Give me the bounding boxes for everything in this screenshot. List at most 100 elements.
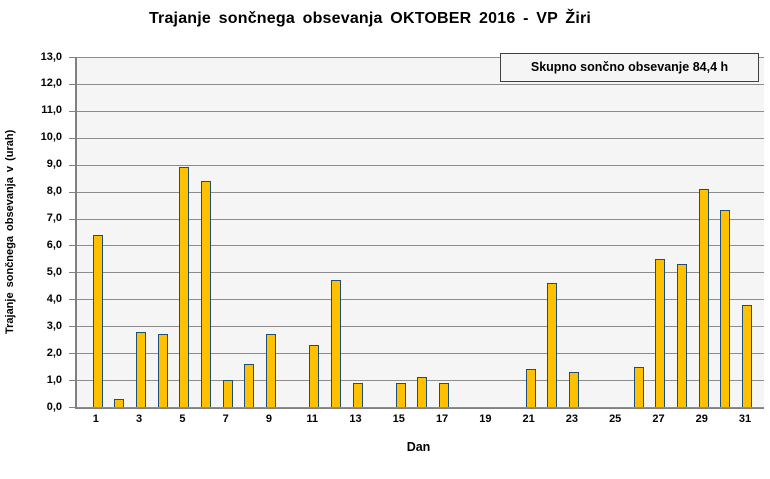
x-tick-label: 7 — [222, 413, 229, 425]
gridline — [77, 299, 764, 301]
gridline — [77, 245, 764, 247]
bar-day-2 — [114, 398, 125, 407]
x-tick-label: 23 — [565, 413, 579, 425]
y-tick-mark — [69, 218, 75, 220]
bar-day-11 — [309, 345, 320, 407]
bar-slot-day-11 — [303, 57, 325, 407]
y-tick-mark — [69, 83, 75, 85]
gridline — [77, 137, 764, 139]
y-tick-label: 3,0 — [46, 319, 62, 332]
gridline — [77, 110, 764, 112]
gridline — [77, 164, 764, 166]
bar-day-1 — [92, 234, 103, 407]
x-tick-label — [323, 413, 345, 429]
x-tick-label: 31 — [738, 413, 752, 425]
bar-slot-day-20 — [498, 57, 520, 407]
x-tick-label — [366, 413, 388, 429]
y-tick-label: 11,0 — [41, 104, 62, 117]
x-tick-label — [583, 413, 605, 429]
x-tick-label — [280, 413, 302, 429]
x-tick-label: 5 — [179, 413, 186, 425]
bar-slot-day-29 — [693, 57, 715, 407]
bar-slot-day-9 — [260, 57, 282, 407]
gridline — [77, 218, 764, 220]
bar-slot-day-3 — [130, 57, 152, 407]
bar-slot-day-18 — [455, 57, 477, 407]
y-tick-mark — [69, 380, 75, 382]
x-tick-label — [496, 413, 518, 429]
bar-day-8 — [244, 363, 255, 407]
gridline — [77, 57, 764, 58]
y-tick-mark — [69, 57, 75, 58]
y-tick-mark — [69, 272, 75, 274]
total-annotation: Skupno sončno obsevanje 84,4 h — [500, 53, 759, 82]
y-tick-mark — [69, 164, 75, 166]
plot-area: Skupno sončno obsevanje 84,4 h — [75, 53, 764, 409]
y-tick-label: 1,0 — [46, 373, 62, 386]
y-tick-mark — [69, 407, 75, 408]
y-tick-mark — [69, 137, 75, 139]
bar-day-23 — [568, 372, 579, 407]
bar-day-5 — [179, 167, 190, 407]
bar-day-9 — [265, 334, 276, 407]
x-tick-label — [193, 413, 215, 429]
x-tick-label — [236, 413, 258, 429]
bar-slot-day-28 — [671, 57, 693, 407]
bar-day-15 — [395, 382, 406, 407]
gridline — [77, 272, 764, 274]
bar-slot-day-1 — [87, 57, 109, 407]
y-tick-mark — [69, 353, 75, 355]
x-tick-label: 11 — [306, 413, 319, 425]
chart-title: Trajanje sončnega obsevanja OKTOBER 2016… — [148, 10, 592, 27]
y-tick-label: 2,0 — [46, 346, 62, 359]
x-tick-label: 15 — [392, 413, 405, 425]
bar-slot-day-26 — [628, 57, 650, 407]
bar-slot-day-30 — [715, 57, 737, 407]
y-tick-label: 10,0 — [40, 131, 62, 144]
x-tick-label — [107, 413, 129, 429]
y-tick-mark — [69, 245, 75, 247]
bar-day-28 — [677, 264, 688, 407]
bar-day-6 — [201, 180, 212, 407]
y-tick-mark — [69, 191, 75, 193]
y-tick-label: 7,0 — [46, 212, 62, 225]
bar-slot-day-21 — [520, 57, 542, 407]
bar-day-16 — [417, 377, 428, 407]
bar-slot-day-4 — [152, 57, 174, 407]
bar-day-31 — [742, 304, 753, 407]
bar-day-26 — [633, 366, 644, 407]
bar-slot-day-22 — [541, 57, 563, 407]
y-tick-label: 13,0 — [40, 50, 62, 63]
x-tick-label: 29 — [695, 413, 708, 425]
x-tick-label: 17 — [435, 413, 449, 425]
bar-day-30 — [720, 210, 731, 407]
bar-slot-day-24 — [585, 57, 607, 407]
bar-slot-day-19 — [477, 57, 499, 407]
bar-slot-day-17 — [433, 57, 455, 407]
bar-slot-day-27 — [650, 57, 672, 407]
x-tick-label — [150, 413, 172, 429]
x-tick-label: 19 — [479, 413, 492, 425]
x-tick-label: 13 — [349, 413, 362, 425]
bar-slot-day-12 — [325, 57, 347, 407]
x-tick-label — [626, 413, 648, 429]
x-tick-label — [539, 413, 561, 429]
gridline — [77, 191, 764, 193]
bar-day-7 — [222, 380, 233, 407]
bar-day-21 — [525, 369, 536, 407]
x-tick-label: 21 — [522, 413, 535, 425]
y-tick-label: 4,0 — [46, 292, 62, 305]
gridline — [77, 83, 764, 85]
y-axis: 13,0 12,0 11,0 10,0 9,0 8,0 7,0 6,0 5,0 4,0 3,0 2,0… — [14, 51, 75, 413]
gridline — [77, 353, 764, 355]
bar-slot-day-10 — [282, 57, 304, 407]
y-tick-label: 12,0 — [40, 77, 62, 90]
y-tick-label: 9,0 — [46, 158, 62, 171]
x-tick-label — [410, 413, 432, 429]
x-tick-label — [713, 413, 735, 429]
bar-day-22 — [547, 283, 558, 407]
bar-slot-day-14 — [368, 57, 390, 407]
bar-row — [87, 57, 758, 407]
bar-slot-day-13 — [347, 57, 369, 407]
